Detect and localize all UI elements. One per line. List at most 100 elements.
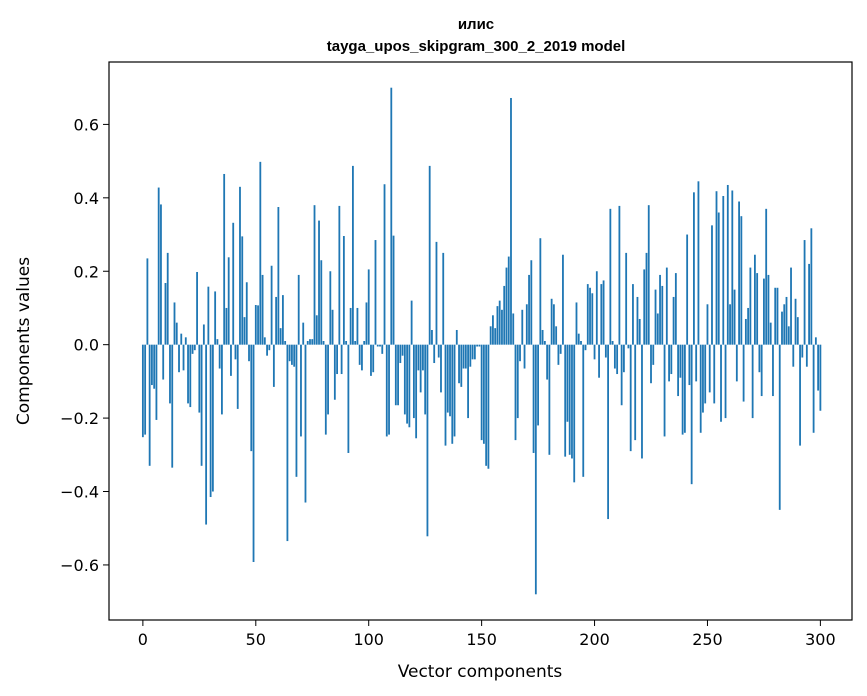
bar	[559, 344, 562, 354]
bar	[733, 289, 736, 345]
bar	[512, 313, 515, 345]
bar	[817, 344, 820, 391]
bar	[157, 187, 160, 345]
bar	[785, 296, 788, 345]
bar	[358, 344, 361, 365]
bar	[688, 344, 691, 386]
bar	[347, 344, 350, 453]
bar	[616, 344, 619, 375]
bar	[571, 344, 573, 459]
bar	[345, 341, 348, 345]
bar	[577, 333, 580, 345]
bar	[586, 284, 589, 345]
bar	[562, 254, 564, 345]
bar	[227, 257, 230, 345]
bar	[462, 344, 465, 369]
bar	[451, 344, 454, 444]
bar	[392, 235, 395, 345]
bar	[243, 317, 246, 345]
bar	[618, 205, 621, 345]
bar	[148, 344, 151, 466]
bar	[230, 344, 232, 376]
bar	[573, 344, 576, 483]
bar	[568, 344, 571, 455]
bar	[772, 344, 774, 397]
y-axis-label: Components values	[14, 257, 34, 425]
bar	[338, 205, 341, 345]
bar	[796, 317, 799, 345]
bar	[695, 344, 698, 382]
bar	[507, 256, 510, 345]
bar	[268, 344, 271, 351]
bar	[753, 254, 756, 345]
bar	[704, 344, 707, 404]
bar	[814, 337, 817, 345]
bar	[189, 344, 192, 408]
bar	[742, 344, 745, 402]
bar	[205, 344, 208, 525]
bar	[760, 344, 763, 397]
bar	[720, 344, 722, 422]
bar	[632, 284, 634, 345]
bar	[356, 307, 359, 345]
bar	[726, 184, 729, 345]
bar	[661, 285, 664, 345]
bar	[650, 344, 652, 384]
bar	[541, 329, 544, 345]
bar	[636, 296, 639, 345]
bar	[293, 344, 296, 367]
bar	[482, 344, 485, 444]
bar	[236, 344, 239, 409]
bar	[534, 344, 537, 595]
bar	[437, 344, 440, 358]
bar	[329, 271, 332, 345]
bar	[487, 344, 490, 469]
bar	[412, 344, 415, 419]
bar	[819, 344, 822, 411]
bar	[422, 344, 424, 371]
bar	[765, 208, 768, 345]
bar	[471, 344, 474, 360]
bar	[214, 291, 217, 345]
bar	[607, 344, 609, 520]
bar	[367, 269, 370, 345]
bar	[193, 344, 196, 351]
bar	[216, 339, 219, 345]
bar	[460, 344, 463, 387]
bar	[397, 344, 399, 406]
bar	[458, 344, 460, 384]
bar	[324, 344, 327, 435]
bar	[790, 267, 792, 345]
bar	[756, 273, 759, 345]
bar	[180, 333, 183, 345]
bar	[713, 344, 716, 404]
bar	[591, 293, 594, 345]
bar	[751, 344, 754, 419]
bar	[144, 344, 147, 435]
bar	[218, 344, 221, 369]
bar	[697, 181, 700, 345]
bar	[801, 344, 804, 358]
bar	[291, 344, 293, 365]
bar	[803, 240, 806, 345]
bar	[155, 344, 158, 420]
x-tick-label: 150	[466, 630, 497, 649]
bar	[492, 315, 494, 345]
bar	[464, 344, 467, 369]
bar	[505, 267, 508, 345]
bar	[171, 344, 174, 468]
bar	[196, 271, 198, 345]
bar	[740, 216, 743, 345]
plot-frame	[108, 61, 853, 621]
y-tick-label: 0.6	[74, 115, 99, 134]
bar	[530, 260, 533, 345]
bar	[645, 252, 648, 345]
bar	[207, 286, 210, 345]
bar	[613, 344, 616, 369]
bar	[769, 322, 772, 345]
bar	[582, 344, 585, 477]
y-tick-label: −0.6	[60, 556, 99, 575]
bar	[431, 329, 433, 345]
bar	[187, 344, 189, 404]
bar	[805, 344, 808, 367]
